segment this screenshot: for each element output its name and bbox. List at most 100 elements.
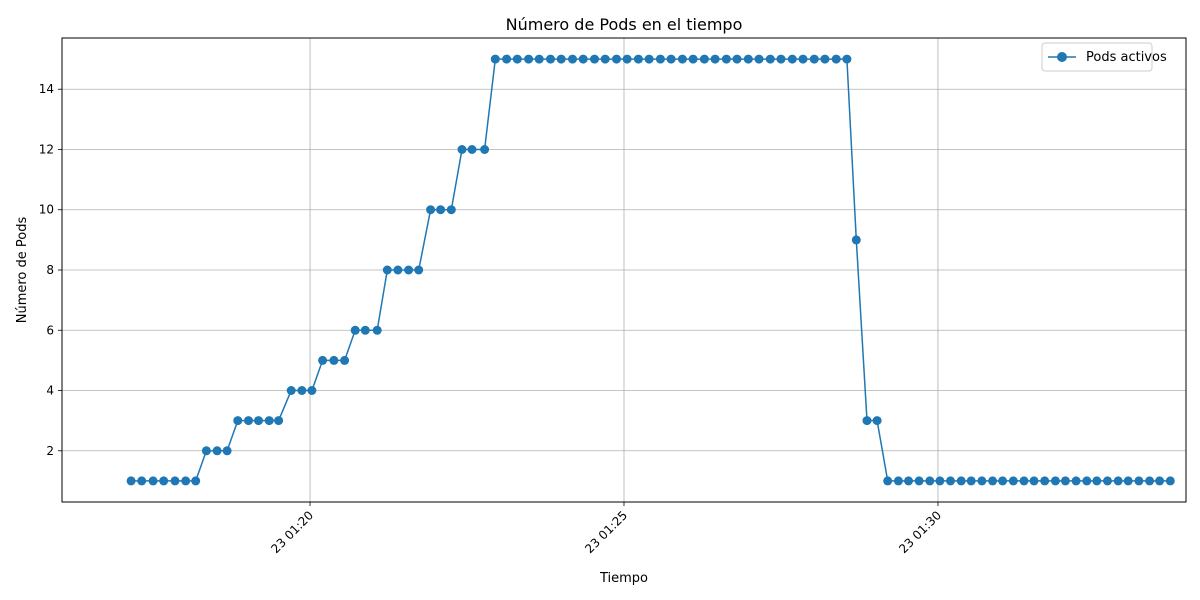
- data-point: [502, 54, 512, 64]
- data-point: [556, 54, 566, 64]
- data-point: [170, 476, 180, 486]
- data-point: [1040, 476, 1050, 486]
- data-point: [590, 54, 599, 64]
- y-tick-label: 12: [39, 142, 54, 156]
- data-point: [307, 386, 317, 395]
- data-point: [622, 54, 632, 64]
- data-point: [372, 325, 382, 335]
- y-tick-label: 10: [39, 203, 54, 217]
- data-point: [904, 476, 913, 486]
- data-point: [350, 325, 360, 335]
- data-point: [382, 265, 392, 275]
- y-axis: 2 4 6 8 10 12 14: [39, 82, 62, 458]
- data-point: [688, 54, 698, 64]
- data-point: [254, 416, 263, 426]
- series-pods-activos: [126, 54, 1175, 486]
- data-point: [393, 265, 403, 275]
- data-point: [524, 54, 534, 64]
- data-point: [578, 54, 588, 64]
- data-point: [546, 54, 555, 64]
- data-point: [264, 416, 274, 426]
- data-point: [534, 54, 544, 64]
- data-point: [925, 476, 935, 486]
- data-point: [1145, 476, 1155, 486]
- data-point: [956, 476, 966, 486]
- y-tick-label: 8: [46, 263, 54, 277]
- data-point: [297, 386, 307, 395]
- data-point: [244, 416, 253, 426]
- data-point: [274, 416, 284, 426]
- data-point: [222, 446, 232, 456]
- data-point: [568, 54, 577, 64]
- data-point: [159, 476, 169, 486]
- data-point: [201, 446, 211, 456]
- data-point: [404, 265, 414, 275]
- data-point: [329, 355, 339, 365]
- legend-marker: [1057, 52, 1067, 62]
- data-point: [872, 416, 882, 426]
- data-point: [1113, 476, 1123, 486]
- data-point: [318, 355, 328, 365]
- data-point: [809, 54, 819, 64]
- data-point: [1155, 476, 1165, 486]
- data-point: [677, 54, 687, 64]
- data-point: [977, 476, 987, 486]
- data-point: [732, 54, 742, 64]
- data-point: [414, 265, 424, 275]
- x-axis: 23 01:20 23 01:25 23 01:30: [268, 502, 944, 556]
- data-point: [966, 476, 976, 486]
- y-tick-label: 6: [46, 323, 54, 337]
- data-point: [181, 476, 191, 486]
- data-point: [946, 476, 955, 486]
- y-tick-label: 14: [39, 82, 54, 96]
- data-point: [633, 54, 643, 64]
- data-point: [776, 54, 786, 64]
- x-tick-label: 23 01:25: [582, 508, 630, 556]
- data-point: [490, 54, 500, 64]
- data-point: [360, 325, 370, 335]
- legend-box: [1041, 42, 1153, 72]
- data-point: [842, 54, 852, 64]
- data-point: [1165, 476, 1175, 486]
- data-point: [721, 54, 731, 64]
- data-point: [893, 476, 903, 486]
- x-tick-label: 23 01:20: [268, 508, 316, 556]
- data-point: [436, 205, 446, 215]
- data-point: [286, 386, 296, 395]
- data-point: [820, 54, 830, 64]
- data-point: [787, 54, 797, 64]
- legend-label: Pods activos: [1086, 50, 1167, 65]
- data-point: [699, 54, 709, 64]
- data-point: [1008, 476, 1018, 486]
- data-point: [512, 54, 522, 64]
- chart-title: Número de Pods en el tiempo: [506, 15, 743, 34]
- data-point: [666, 54, 676, 64]
- data-point: [212, 446, 222, 456]
- data-point: [765, 54, 775, 64]
- grid: [62, 38, 1186, 502]
- data-point: [831, 54, 841, 64]
- y-tick-label: 4: [46, 384, 54, 398]
- data-point: [457, 145, 467, 154]
- data-point: [467, 145, 477, 154]
- data-point: [148, 476, 158, 486]
- data-point: [1082, 476, 1092, 486]
- data-point: [998, 476, 1008, 486]
- data-point: [1123, 476, 1133, 486]
- data-point: [233, 416, 243, 426]
- data-point: [426, 205, 436, 215]
- data-point: [988, 476, 998, 486]
- data-point: [446, 205, 456, 215]
- data-point: [1050, 476, 1060, 486]
- data-point: [612, 54, 621, 64]
- data-point: [126, 476, 136, 486]
- data-point: [851, 235, 861, 245]
- data-point: [137, 476, 147, 486]
- data-point: [883, 476, 893, 486]
- data-point: [655, 54, 665, 64]
- x-axis-label: Tiempo: [599, 571, 648, 586]
- data-point: [862, 416, 872, 426]
- data-point: [600, 54, 610, 64]
- data-point: [1019, 476, 1029, 486]
